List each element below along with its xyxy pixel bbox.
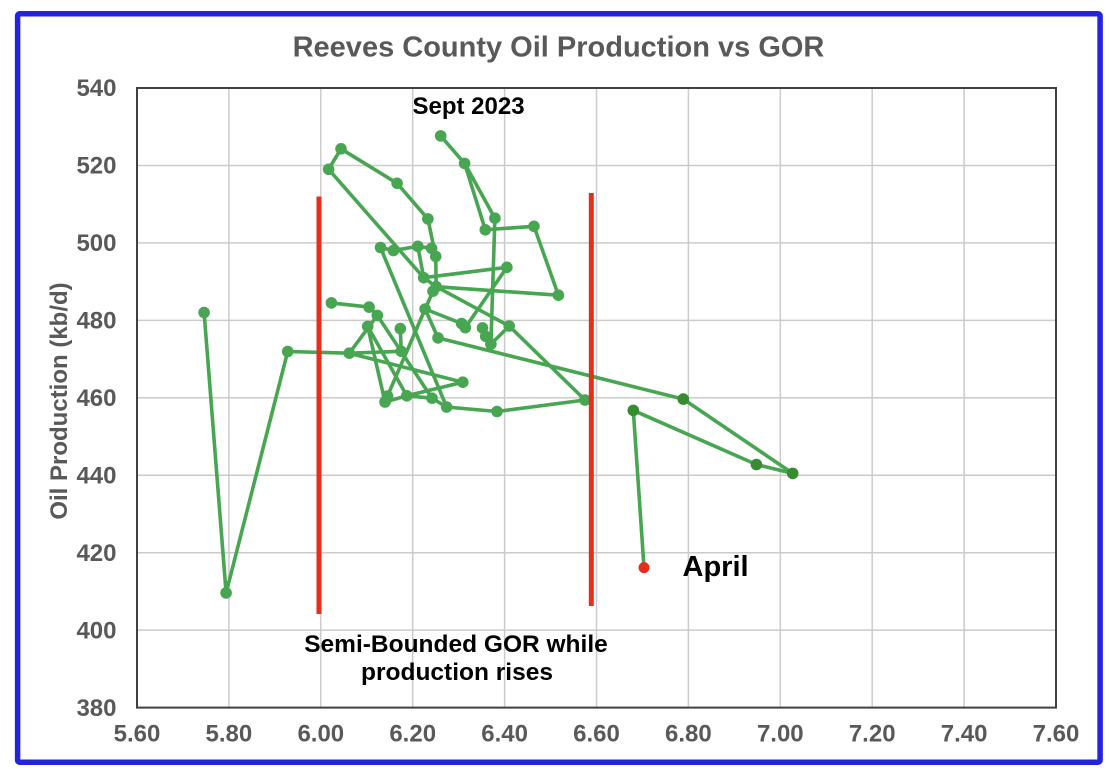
svg-text:5.80: 5.80: [206, 720, 253, 747]
svg-text:7.00: 7.00: [757, 720, 804, 747]
svg-text:production rises: production rises: [361, 659, 553, 686]
svg-text:440: 440: [76, 462, 116, 489]
svg-text:7.40: 7.40: [941, 720, 988, 747]
svg-text:7.20: 7.20: [849, 720, 896, 747]
svg-text:April: April: [683, 551, 749, 583]
svg-text:5.60: 5.60: [114, 720, 161, 747]
svg-text:6.40: 6.40: [481, 720, 528, 747]
svg-text:6.20: 6.20: [389, 720, 436, 747]
svg-text:540: 540: [76, 75, 116, 102]
svg-text:Oil Production (kb/d): Oil Production (kb/d): [46, 282, 73, 519]
svg-text:6.80: 6.80: [665, 720, 712, 747]
svg-text:6.60: 6.60: [573, 720, 620, 747]
svg-text:460: 460: [76, 385, 116, 412]
svg-text:380: 380: [76, 695, 116, 722]
svg-text:420: 420: [76, 540, 116, 567]
svg-text:Reeves County Oil Production v: Reeves County Oil Production vs GOR: [293, 32, 825, 64]
svg-text:7.60: 7.60: [1033, 720, 1080, 747]
svg-text:Semi-Bounded GOR while: Semi-Bounded GOR while: [304, 631, 608, 658]
svg-text:480: 480: [76, 308, 116, 335]
svg-text:520: 520: [76, 153, 116, 180]
svg-text:6.00: 6.00: [297, 720, 344, 747]
svg-text:Sept 2023: Sept 2023: [413, 93, 525, 120]
svg-text:400: 400: [76, 617, 116, 644]
svg-text:500: 500: [76, 230, 116, 257]
